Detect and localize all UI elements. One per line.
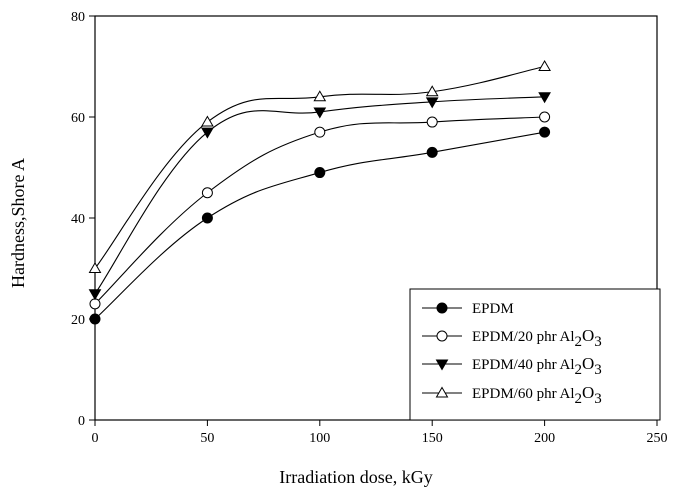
data-point-series-3: [313, 107, 327, 119]
data-point-series-4: [201, 115, 214, 127]
legend-label-text: EPDM/60 phr Al: [472, 386, 575, 402]
series-markers: [88, 60, 551, 325]
legend-label-text: EPDM/20 phr Al: [472, 329, 575, 345]
legend-label-1: EPDM: [472, 301, 514, 317]
data-point-series-2: [426, 116, 438, 128]
y-tick-label: 40: [71, 212, 85, 227]
axes: 0 50 100 150 200 250 0 20 40 60 80: [71, 10, 668, 446]
data-point-series-1: [539, 126, 551, 138]
x-tick-label: 50: [200, 431, 214, 446]
x-tick-label: 0: [92, 431, 99, 446]
series-line-4: [94, 65, 545, 269]
legend-marker-4: [435, 386, 449, 398]
data-point-series-1: [314, 167, 326, 179]
data-point-series-4: [313, 90, 327, 102]
data-point-series-3: [201, 127, 214, 139]
y-tick-label: 0: [78, 414, 85, 429]
series-line-2: [94, 116, 545, 305]
y-axis-title: Hardness,Shore A: [8, 158, 28, 288]
legend-label-text: EPDM: [472, 301, 514, 317]
x-tick-label: 150: [422, 431, 443, 446]
x-tick-label: 250: [647, 431, 668, 446]
legend-formula-text: O: [582, 383, 594, 402]
legend-subscript: 3: [594, 334, 602, 350]
legend-marker-1: [436, 302, 448, 314]
legend-formula-text: O: [582, 354, 594, 373]
legend-subscript: 3: [594, 391, 602, 407]
data-point-series-1: [89, 313, 101, 325]
data-point-series-3: [425, 97, 439, 109]
legend-subscript: 2: [575, 334, 583, 350]
data-point-series-1: [201, 212, 213, 224]
x-tick-label: 200: [534, 431, 555, 446]
legend-formula-text: O: [582, 326, 594, 345]
series-curves: [94, 65, 545, 320]
legend-label-2: EPDM/20 phr Al2O3: [472, 326, 602, 350]
legend-marker-3: [435, 359, 449, 371]
data-point-series-1: [426, 146, 438, 158]
data-point-series-2: [201, 187, 213, 199]
data-point-series-2: [89, 298, 101, 310]
series-line-1: [94, 131, 545, 320]
legend-box: [409, 288, 661, 421]
x-tick-label: 100: [309, 431, 330, 446]
data-point-series-3: [88, 289, 102, 301]
data-point-series-2: [314, 126, 326, 138]
legend-label-3: EPDM/40 phr Al2O3: [472, 354, 602, 378]
data-point-series-4: [425, 85, 439, 97]
legend-label-4: EPDM/60 phr Al2O3: [472, 383, 602, 407]
legend-label-text: EPDM/40 phr Al: [472, 357, 575, 373]
x-axis-title: Irradiation dose, kGy: [279, 467, 432, 487]
legend-subscript: 3: [594, 362, 602, 378]
data-point-series-3: [538, 92, 551, 104]
legend-subscript: 2: [575, 362, 583, 378]
y-tick-label: 60: [71, 111, 85, 126]
legend-marker-2: [436, 330, 448, 342]
legend-subscript: 2: [575, 391, 583, 407]
data-point-series-2: [539, 111, 551, 123]
data-point-series-4: [538, 60, 551, 71]
data-point-series-4: [88, 262, 102, 273]
y-tick-label: 80: [71, 10, 85, 25]
y-tick-label: 20: [71, 313, 85, 328]
series-line-3: [94, 96, 545, 295]
